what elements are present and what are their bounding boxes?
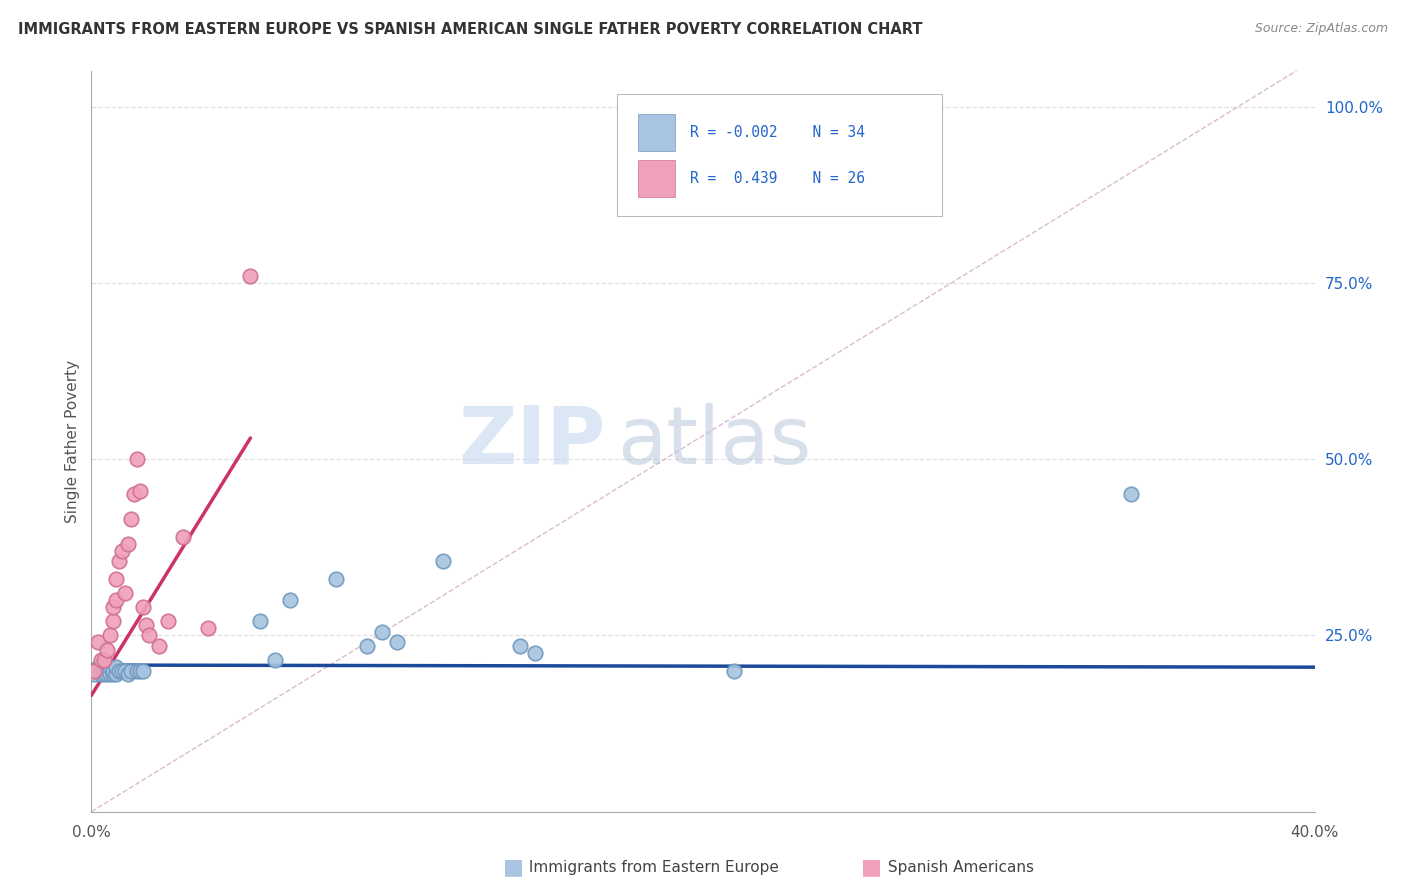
- Point: [101, 615, 124, 629]
- Point: [104, 660, 127, 674]
- Text: Immigrants from Eastern Europe: Immigrants from Eastern Europe: [524, 860, 779, 874]
- Point: [104, 572, 127, 586]
- Point: [114, 586, 136, 600]
- Point: [93, 664, 115, 678]
- Point: [101, 664, 124, 678]
- Text: R =  0.439    N = 26: R = 0.439 N = 26: [689, 171, 865, 186]
- Text: ZIP: ZIP: [458, 402, 605, 481]
- Point: [93, 667, 115, 681]
- Point: [120, 512, 142, 526]
- Text: ■: ■: [503, 857, 523, 877]
- Point: [111, 544, 134, 558]
- Text: Spanish Americans: Spanish Americans: [883, 860, 1033, 874]
- Point: [98, 667, 121, 681]
- Point: [90, 653, 112, 667]
- Point: [385, 635, 409, 649]
- Point: [96, 667, 118, 681]
- Point: [101, 600, 124, 615]
- Point: [135, 618, 157, 632]
- Point: [96, 642, 118, 657]
- Point: [117, 667, 139, 681]
- Point: [108, 554, 131, 568]
- Point: [138, 628, 160, 642]
- Point: [83, 664, 105, 678]
- Point: [156, 615, 179, 629]
- FancyBboxPatch shape: [638, 114, 675, 152]
- Point: [127, 664, 149, 678]
- Text: atlas: atlas: [617, 402, 811, 481]
- Text: ■: ■: [862, 857, 882, 877]
- FancyBboxPatch shape: [617, 94, 942, 216]
- Point: [264, 653, 287, 667]
- Point: [148, 639, 170, 653]
- Point: [127, 452, 149, 467]
- Point: [83, 667, 105, 681]
- Point: [172, 530, 194, 544]
- Point: [723, 664, 745, 678]
- Point: [98, 628, 121, 642]
- Point: [129, 483, 152, 498]
- Point: [86, 635, 108, 649]
- Point: [93, 653, 115, 667]
- Text: R = -0.002    N = 34: R = -0.002 N = 34: [689, 125, 865, 140]
- Point: [120, 664, 142, 678]
- Point: [98, 660, 121, 674]
- Point: [432, 554, 454, 568]
- Point: [111, 664, 134, 678]
- Point: [523, 646, 546, 660]
- Point: [117, 537, 139, 551]
- Point: [90, 667, 112, 681]
- FancyBboxPatch shape: [638, 161, 675, 197]
- Point: [356, 639, 378, 653]
- Point: [129, 664, 152, 678]
- Point: [239, 268, 262, 283]
- Text: IMMIGRANTS FROM EASTERN EUROPE VS SPANISH AMERICAN SINGLE FATHER POVERTY CORRELA: IMMIGRANTS FROM EASTERN EUROPE VS SPANIS…: [18, 22, 922, 37]
- Point: [132, 600, 155, 615]
- Point: [1121, 487, 1143, 501]
- Point: [90, 664, 112, 678]
- Point: [86, 660, 108, 674]
- Point: [108, 664, 131, 678]
- Point: [278, 593, 301, 607]
- Point: [197, 621, 219, 635]
- Point: [114, 664, 136, 678]
- Point: [509, 639, 531, 653]
- Text: Source: ZipAtlas.com: Source: ZipAtlas.com: [1254, 22, 1388, 36]
- Point: [325, 572, 347, 586]
- Point: [249, 615, 271, 629]
- Y-axis label: Single Father Poverty: Single Father Poverty: [65, 360, 80, 523]
- Point: [371, 624, 394, 639]
- Point: [104, 667, 127, 681]
- Point: [132, 664, 155, 678]
- Point: [101, 667, 124, 681]
- Point: [96, 660, 118, 674]
- Point: [122, 487, 145, 501]
- Point: [104, 593, 127, 607]
